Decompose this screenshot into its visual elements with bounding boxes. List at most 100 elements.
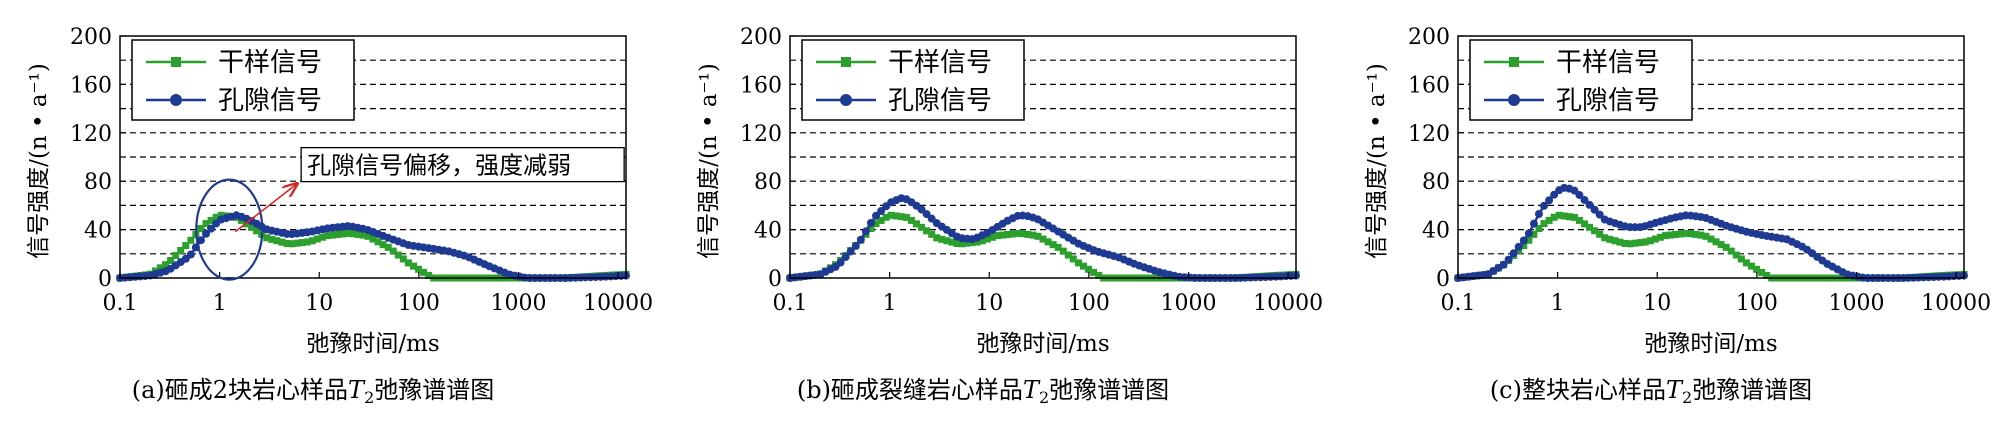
caption-symbol: T [1023, 376, 1041, 404]
dry-signal-point [359, 231, 367, 239]
legend-box [801, 39, 1025, 121]
dry-signal-point [993, 232, 1001, 240]
dry-signal-point [963, 239, 971, 247]
dry-signal-point [1667, 231, 1675, 239]
pore-signal-point [841, 253, 850, 262]
dry-signal-point [983, 235, 991, 243]
dry-signal-point [1763, 271, 1771, 279]
dry-signal-point [1687, 230, 1695, 238]
caption-subscript: 2 [1682, 388, 1692, 407]
dry-signal-point [303, 238, 311, 246]
legend-pore-signal-marker [1508, 94, 1520, 106]
dry-signal-point [1702, 232, 1710, 240]
annotation-ellipse [195, 178, 264, 281]
legend-pore-signal-marker [840, 94, 852, 106]
legend-box [131, 39, 355, 121]
dry-signal-point [187, 236, 195, 244]
pore-signal-point [1545, 196, 1554, 205]
dry-signal-point [369, 235, 377, 243]
dry-signal-point [948, 238, 956, 246]
dry-signal-point [1692, 230, 1700, 238]
dry-signal-point [1555, 211, 1563, 219]
dry-signal-point [1722, 243, 1730, 251]
dry-signal-point [253, 227, 261, 235]
pore-signal-point [1509, 249, 1518, 258]
dry-signal-point [978, 237, 986, 245]
dry-signal-point [1712, 238, 1720, 246]
pore-signal-series [116, 211, 630, 282]
dry-signal-point [1626, 240, 1634, 248]
dry-signal-point [278, 238, 286, 246]
y-tick-label: 0 [1436, 267, 1450, 292]
dry-signal-point [1707, 235, 1715, 243]
x-tick-label: 1 [1551, 291, 1565, 316]
dry-signal-point [354, 230, 362, 238]
x-axis-title: 弛豫时间/ms [976, 331, 1109, 357]
plot-area-frame [119, 35, 627, 279]
pore-signal-point [1540, 201, 1549, 210]
dry-signal-point [349, 230, 357, 238]
dry-signal-point [1530, 230, 1538, 238]
dry-signal-point [1029, 231, 1037, 239]
dry-signal-point [1672, 231, 1680, 239]
x-tick-label: 1000 [1160, 291, 1216, 316]
dry-signal-point [1646, 237, 1654, 245]
dry-signal-point [1717, 241, 1725, 249]
y-tick-label: 40 [754, 219, 782, 244]
dry-signal-point [162, 261, 170, 269]
caption-text: (c)整块岩心样品 [1490, 376, 1666, 404]
annotation-arrow [234, 184, 297, 233]
dry-signal-point [344, 229, 352, 237]
y-tick-label: 80 [1422, 170, 1450, 195]
dry-signal-point [1550, 213, 1558, 221]
x-tick-label: 100 [398, 291, 440, 316]
dry-signal-point [1682, 229, 1690, 237]
dry-signal-point [313, 235, 321, 243]
x-tick-label: 10000 [583, 291, 653, 316]
y-tick-label: 160 [740, 73, 782, 98]
dry-signal-point [1636, 239, 1644, 247]
dry-signal-point [293, 239, 301, 247]
dry-signal-point [1009, 230, 1017, 238]
dry-signal-point [217, 211, 225, 219]
dry-signal-point [329, 231, 337, 239]
dry-signal-point [1661, 232, 1669, 240]
y-tick-label: 120 [70, 122, 112, 147]
x-axis-title: 弛豫时间/ms [1644, 331, 1777, 357]
dry-signal-point [1631, 239, 1639, 247]
pore-signal-point [1524, 229, 1533, 238]
dry-signal-point [415, 265, 423, 273]
x-tick-label: 0.1 [1441, 291, 1476, 316]
dry-signal-point [1090, 268, 1098, 276]
y-tick-label: 0 [98, 267, 112, 292]
x-tick-label: 100 [1736, 291, 1778, 316]
dry-signal-point [1641, 238, 1649, 246]
dry-signal-point [394, 251, 402, 259]
y-tick-label: 80 [754, 170, 782, 195]
dry-signal-point [1732, 251, 1740, 259]
x-tick-label: 0.1 [773, 291, 808, 316]
caption-text: 弛豫谱谱图 [1049, 376, 1169, 404]
dry-signal-point [1064, 251, 1072, 259]
pore-signal-point [866, 218, 875, 227]
x-tick-label: 1000 [1828, 291, 1884, 316]
dry-signal-point [1049, 241, 1057, 249]
y-tick-label: 40 [1422, 219, 1450, 244]
figure-caption: (b)砸成裂缝岩心样品T2弛豫谱谱图 [797, 376, 1169, 407]
pore-signal-point [1504, 255, 1513, 264]
x-tick-label: 100 [1068, 291, 1110, 316]
dry-signal-point [1591, 227, 1599, 235]
legend-box [1469, 39, 1693, 121]
dry-signal-point [1753, 265, 1761, 273]
dry-signal-point [1621, 239, 1629, 247]
dry-signal-point [887, 211, 895, 219]
dry-signal-point [177, 246, 185, 254]
dry-signal-point [902, 213, 910, 221]
y-axis-title: 信号强度/(n • a⁻¹) [1364, 63, 1390, 259]
dry-signal-point [1044, 238, 1052, 246]
x-tick-label: 0.1 [103, 291, 138, 316]
plot-area-frame [789, 35, 1297, 279]
dry-signal-point [1014, 229, 1022, 237]
pore-signal-point [196, 236, 205, 245]
